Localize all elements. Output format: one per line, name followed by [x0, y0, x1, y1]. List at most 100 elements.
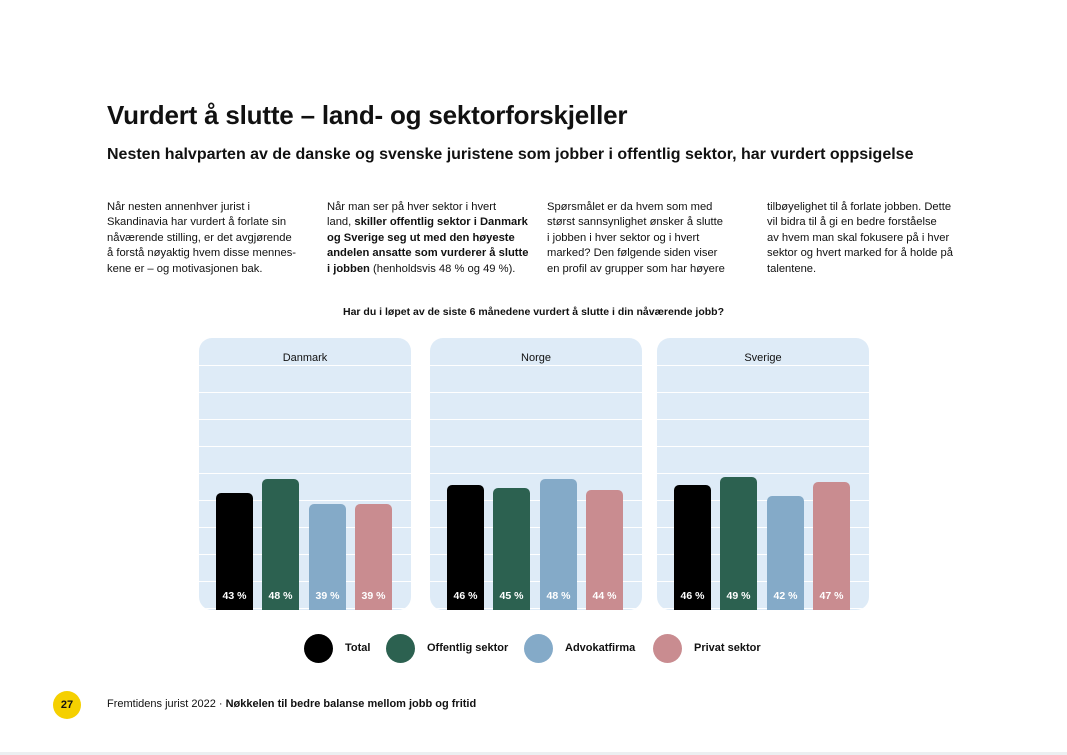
gridline [430, 365, 642, 366]
gridline [430, 473, 642, 474]
legend-swatch [653, 633, 682, 663]
bar-value-label: 47 % [819, 590, 844, 602]
bar-value-label: 42 % [773, 590, 798, 602]
panel-title: Norge [521, 352, 551, 364]
bar-danmark-2: 48 % [262, 479, 299, 610]
bar-norge-2: 45 % [493, 488, 530, 610]
text-column-1: Når nesten annenhver jurist i Skandinavi… [107, 200, 312, 277]
gridline [199, 365, 411, 366]
bar-value-label: 39 % [361, 590, 386, 602]
text-line: å forstå nøyaktig hvem disse mennes- [107, 247, 297, 260]
text-line: nåværende stilling, er det avgjørende [107, 231, 292, 244]
legend-item: Advokatfirma [524, 633, 636, 663]
text-span-bold: andelen ansatte som vurderer å slutte [327, 247, 529, 260]
bar-value-label: 48 % [546, 590, 571, 602]
bar-sverige-1: 46 % [674, 485, 711, 610]
bar-danmark-3: 39 % [309, 504, 346, 610]
bar-sverige-3: 42 % [767, 496, 804, 610]
gridline [657, 581, 869, 582]
bar-value-label: 46 % [453, 590, 478, 602]
text-line: i jobben i hver sektor og i hvert [547, 231, 700, 244]
page-title: Vurdert å slutte – land- og sektorforskj… [107, 100, 628, 130]
text-span: (henholdsvis 48 % og 49 %). [369, 262, 516, 275]
bar-value-label: 45 % [499, 590, 524, 602]
legend-label: Advokatfirma [565, 642, 636, 654]
chart-question: Har du i løpet av de siste 6 månedene vu… [342, 306, 724, 318]
chart-panel-sverige: Sverige 46 % 49 % 42 % 47 % [657, 338, 869, 610]
bar-danmark-1: 43 % [216, 493, 253, 610]
legend-swatch [524, 633, 553, 663]
gridline [430, 392, 642, 393]
gridline [430, 500, 642, 501]
gridline [430, 419, 642, 420]
footer-bold-text: Nøkkelen til bedre balanse mellom jobb o… [225, 698, 477, 710]
bar-danmark-4: 39 % [355, 504, 392, 610]
gridline [657, 419, 869, 420]
bar-value-label: 46 % [680, 590, 705, 602]
text-line: vil bidra til å gi en bedre forståelse [767, 216, 937, 229]
text-line: av hvem man skal fokusere på i hver [767, 231, 950, 244]
chart-panel-norge: Norge 46 % 45 % 48 % 44 % [430, 338, 642, 610]
gridline [657, 608, 869, 609]
bar-value-label: 39 % [315, 590, 340, 602]
gridline [657, 554, 869, 555]
text-column-3: Spørsmålet er da hvem som med størst san… [547, 200, 752, 277]
bar-value-label: 48 % [268, 590, 293, 602]
bar-sverige-2: 49 % [720, 477, 757, 610]
gridline [199, 392, 411, 393]
bottom-divider [0, 752, 1067, 755]
text-span-bold: skiller offentlig sektor i Danmark [354, 216, 528, 229]
gridline [657, 392, 869, 393]
legend-label: Offentlig sektor [427, 642, 509, 654]
page-number-badge: 27 [53, 691, 81, 719]
panel-title: Danmark [282, 352, 328, 364]
bar-sverige-4: 47 % [813, 482, 850, 610]
footer-text: Fremtidens jurist 2022 · [107, 698, 226, 710]
text-span-bold: og Sverige seg ut med den høyeste [327, 231, 515, 244]
bar-norge-4: 44 % [586, 490, 623, 610]
gridline [199, 446, 411, 447]
panel-title: Sverige [744, 352, 782, 364]
page-subtitle: Nesten halvparten av de danske og svensk… [107, 146, 914, 163]
bar-value-label: 44 % [592, 590, 617, 602]
text-column-2: Når man ser på hver sektor i hvert land,… [327, 200, 532, 277]
text-span-bold: i jobben [327, 262, 370, 275]
legend-label: Total [345, 642, 371, 654]
gridline [199, 554, 411, 555]
text-line: Spørsmålet er da hvem som med [547, 201, 713, 213]
legend-swatch [304, 633, 333, 663]
gridline [199, 527, 411, 528]
text-line: marked? Den følgende siden viser [547, 247, 718, 260]
text-line: Skandinavia har vurdert å forlate sin [107, 216, 287, 229]
gridline [199, 581, 411, 582]
text-line: størst sannsynlighet ønsker å slutte [547, 216, 723, 229]
gridline [657, 365, 869, 366]
text-line: tilbøyelighet til å forlate jobben. Dett… [767, 201, 952, 213]
text-line: Når man ser på hver sektor i hvert [327, 201, 497, 213]
gridline [430, 608, 642, 609]
bar-value-label: 49 % [726, 590, 751, 602]
gridline [430, 581, 642, 582]
legend-swatch [386, 633, 415, 663]
bar-norge-3: 48 % [540, 479, 577, 610]
gridline [199, 500, 411, 501]
legend-item: Total [304, 633, 371, 663]
text-line: Når nesten annenhver jurist i [107, 201, 251, 213]
gridline [199, 419, 411, 420]
bar-norge-1: 46 % [447, 485, 484, 610]
gridline [657, 527, 869, 528]
gridline [657, 500, 869, 501]
text-column-4: tilbøyelighet til å forlate jobben. Dett… [767, 200, 972, 277]
gridline [430, 554, 642, 555]
text-span: land, [327, 216, 355, 229]
chart-panel-danmark: Danmark 43 % 48 % 39 % 39 % [199, 338, 411, 610]
legend-item: Offentlig sektor [386, 633, 509, 663]
gridline [199, 473, 411, 474]
gridline [199, 608, 411, 609]
text-line: en profil av grupper som har høyere [547, 262, 725, 275]
gridline [430, 527, 642, 528]
gridline [657, 473, 869, 474]
legend-label: Privat sektor [694, 642, 761, 654]
text-line: kene er – og motivasjonen bak. [107, 262, 263, 275]
text-line: sektor og hvert marked for å holde på [767, 247, 953, 260]
